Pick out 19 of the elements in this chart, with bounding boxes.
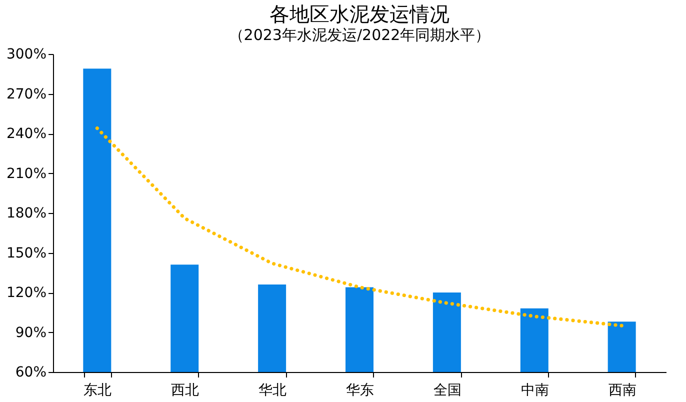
y-tick-label: 150% (6, 245, 46, 262)
x-tick-label: 华东 (346, 382, 374, 398)
y-tick-label: 270% (6, 86, 46, 102)
y-tick-label: 90% (15, 324, 46, 341)
line-series (95, 126, 624, 328)
y-tick-label: 300% (6, 46, 46, 62)
chart-title: 各地区水泥发运情况 (270, 2, 450, 26)
y-tick-label: 180% (6, 206, 46, 222)
y-tick-label: 60% (15, 364, 46, 380)
x-tick-label: 东北 (84, 382, 112, 398)
y-tick-label: 210% (6, 166, 46, 182)
x-tick-label: 华北 (258, 382, 287, 398)
x-tick-label: 全国 (433, 382, 462, 398)
chart-subtitle: （2023年水泥发运/2022年同期水平） (228, 26, 490, 44)
x-tick-label: 西南 (608, 382, 636, 398)
x-tick-label: 中南 (520, 382, 549, 398)
x-tick-label: 西北 (171, 382, 200, 398)
y-tick-label: 120% (6, 285, 46, 301)
y-tick-label: 240% (6, 126, 46, 142)
